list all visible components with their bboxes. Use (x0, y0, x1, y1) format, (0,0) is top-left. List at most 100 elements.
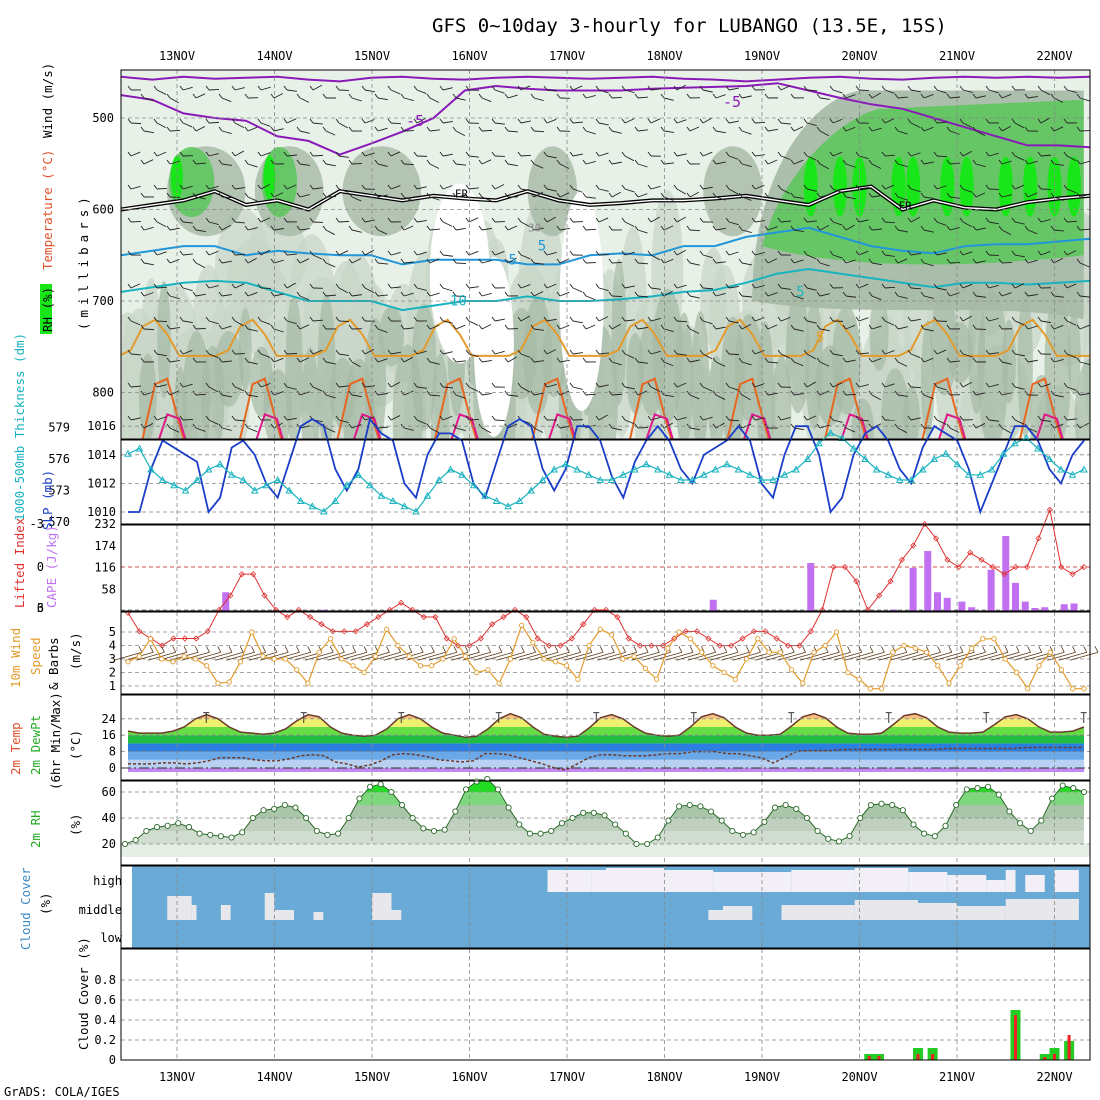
wind-barb-flag (829, 316, 834, 322)
wind-barb (975, 423, 986, 429)
wind-barb-flag (946, 258, 951, 264)
wind-barb-flag (413, 85, 418, 91)
wind-barb (312, 254, 323, 260)
surface-barb (878, 651, 907, 661)
wind-barb-flag (621, 250, 626, 256)
rh-dark-cell (285, 295, 303, 439)
wind-barb (559, 192, 570, 198)
wind-barb-flag (465, 118, 470, 124)
wind-barb (650, 287, 661, 290)
wind-barb (221, 260, 232, 264)
wind-barb-flag (790, 93, 795, 99)
thickness-tick-label: 576 (48, 452, 70, 466)
wind-barb-flag (816, 258, 821, 264)
wind-barb-flag (491, 217, 496, 223)
wind-barb-flag (764, 192, 769, 198)
wind-barb-flag (400, 324, 405, 330)
wind-barb (169, 390, 180, 396)
wind-barb (533, 392, 544, 396)
temp-axis-label-2: 2m DewPt (28, 715, 43, 775)
wind-barb-flag (725, 217, 730, 223)
wind-barb-flag (855, 250, 860, 256)
li-marker (398, 599, 405, 606)
wind-barb-flag (205, 283, 210, 289)
thickness-marker (895, 475, 904, 483)
wind-speed-marker (867, 686, 873, 692)
wind-barb-flag (660, 390, 665, 396)
wind-barb-flag (1076, 357, 1081, 363)
wind-barb-flag (673, 349, 678, 355)
li-marker (523, 613, 530, 621)
wind-barb-flag (400, 291, 405, 297)
wind-speed-marker (833, 629, 840, 635)
rh-marker (931, 833, 938, 840)
wind-barb (1093, 354, 1100, 357)
wind-barb-flag (179, 382, 184, 388)
rh-marker (899, 807, 906, 814)
wind-barb (650, 216, 660, 223)
rh-marker (1017, 820, 1024, 827)
wind-speed-marker (856, 676, 862, 682)
wind-barb (884, 184, 895, 190)
wind-barb-flag (608, 159, 613, 165)
wind-barb (624, 285, 635, 289)
wind-barb-flag (569, 382, 574, 388)
wind-barb (403, 163, 415, 166)
wind-barb-flag (907, 85, 912, 91)
cape-bar (987, 569, 995, 611)
wind-barb (299, 295, 310, 301)
wind-barb (520, 353, 531, 358)
wind-barb-flag (140, 192, 145, 198)
pressure-tick-label: 600 (92, 203, 114, 217)
rh-dark-cell (947, 322, 973, 384)
surface-barb (923, 651, 952, 661)
li-tick-label: -3 (30, 517, 44, 531)
thickness-marker (435, 475, 443, 483)
rh-marker (622, 830, 629, 837)
wind-barb (845, 427, 856, 433)
wind-barb-flag (205, 316, 210, 322)
wind-barb-flag (803, 151, 808, 157)
wind-barb (975, 295, 986, 298)
wind-speed-marker (788, 667, 795, 673)
wind-barb (1079, 97, 1090, 102)
rh-bright-cell (1047, 156, 1062, 217)
surface-barb (946, 651, 975, 661)
top-date-label: 16NOV (451, 49, 487, 63)
wind-barb (676, 284, 687, 289)
li-marker (363, 621, 371, 628)
wind-barb (429, 258, 440, 264)
wind-barb (429, 163, 440, 169)
rh-bright-cell (998, 156, 1013, 217)
wind-barb (416, 287, 427, 291)
cloud-high-cell (908, 872, 948, 892)
wind-speed-marker (901, 642, 907, 649)
wind-barb-flag (985, 184, 990, 190)
wind-barb-flag (153, 184, 158, 190)
wind-barb (169, 295, 180, 300)
wind-barb-flag (192, 324, 197, 330)
wind-barb-flag (127, 85, 132, 91)
surface-barb-flag (577, 646, 581, 653)
wind-barb-flag (335, 382, 340, 388)
wind-barb (572, 352, 583, 355)
wind-barb-flag (465, 349, 470, 355)
wind-barb (377, 262, 388, 265)
wind-barb (1027, 160, 1038, 165)
wind-barb (1014, 283, 1025, 289)
wind-barb (676, 320, 688, 323)
thickness-marker (538, 475, 547, 483)
wind-barb (910, 188, 921, 193)
wind-barb (182, 287, 193, 292)
wind-barb-flag (205, 217, 210, 223)
wind-barb (806, 415, 817, 421)
wind-barb (338, 220, 350, 223)
wind-barb (767, 128, 778, 132)
rh-bright-cell (906, 156, 921, 217)
wind-barb-flag (543, 250, 548, 256)
wind-barb (637, 262, 649, 265)
thickness-marker (250, 486, 259, 494)
wind-barb-flag (127, 349, 132, 355)
wind-barb (793, 196, 804, 199)
wind-barb (143, 159, 154, 165)
